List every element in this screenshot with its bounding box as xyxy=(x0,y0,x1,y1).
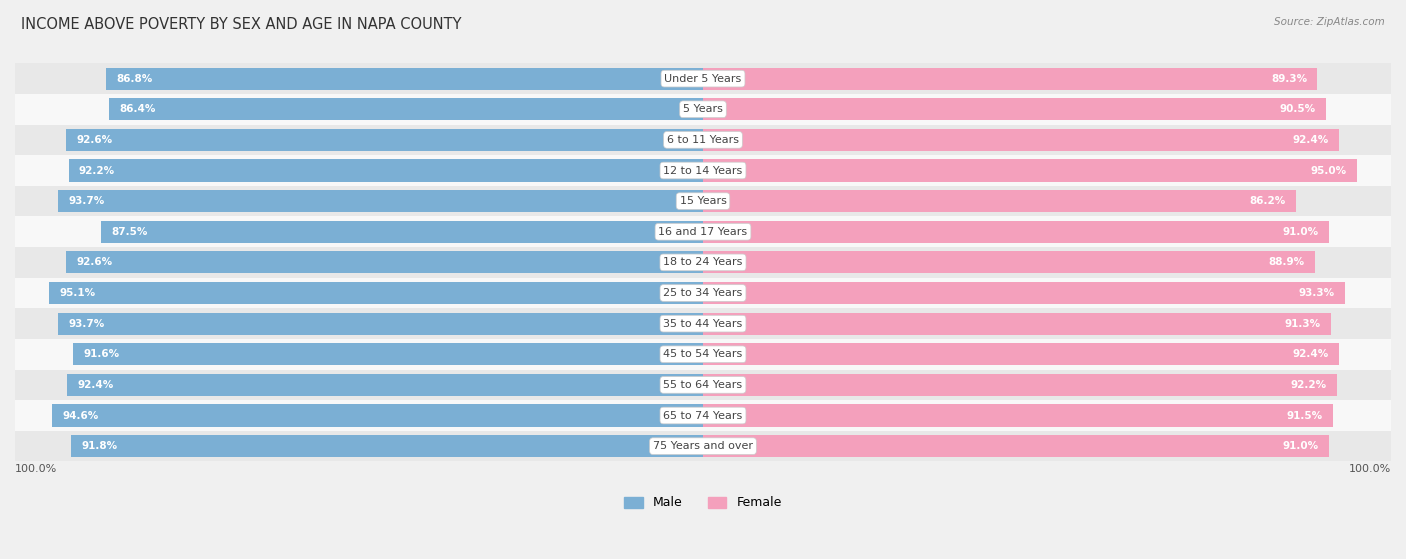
Text: 91.5%: 91.5% xyxy=(1286,410,1322,420)
Text: 25 to 34 Years: 25 to 34 Years xyxy=(664,288,742,298)
Bar xyxy=(15,339,1391,369)
Text: 91.8%: 91.8% xyxy=(82,441,118,451)
Legend: Male, Female: Male, Female xyxy=(619,491,787,514)
Text: 88.9%: 88.9% xyxy=(1268,257,1305,267)
Bar xyxy=(703,374,1337,396)
Bar xyxy=(15,155,1391,186)
Text: 91.3%: 91.3% xyxy=(1285,319,1320,329)
Text: 45 to 54 Years: 45 to 54 Years xyxy=(664,349,742,359)
Text: Source: ZipAtlas.com: Source: ZipAtlas.com xyxy=(1274,17,1385,27)
Text: 92.6%: 92.6% xyxy=(76,257,112,267)
Bar xyxy=(15,94,1391,125)
Text: 94.6%: 94.6% xyxy=(62,410,98,420)
Text: 75 Years and over: 75 Years and over xyxy=(652,441,754,451)
Bar xyxy=(52,405,703,427)
Bar xyxy=(703,312,1331,335)
Bar xyxy=(703,343,1339,365)
Bar xyxy=(15,247,1391,278)
Bar xyxy=(703,98,1326,120)
Bar xyxy=(58,312,703,335)
Bar xyxy=(105,68,703,89)
Text: 92.4%: 92.4% xyxy=(1292,349,1329,359)
Bar xyxy=(15,125,1391,155)
Text: 95.1%: 95.1% xyxy=(59,288,96,298)
Bar xyxy=(15,63,1391,94)
Text: 91.0%: 91.0% xyxy=(1282,441,1319,451)
Text: 86.2%: 86.2% xyxy=(1250,196,1285,206)
Bar xyxy=(703,159,1357,182)
Text: 5 Years: 5 Years xyxy=(683,105,723,114)
Text: 15 Years: 15 Years xyxy=(679,196,727,206)
Bar xyxy=(703,190,1296,212)
Bar xyxy=(703,221,1329,243)
Bar xyxy=(703,405,1333,427)
Bar xyxy=(15,186,1391,216)
Text: 91.0%: 91.0% xyxy=(1282,227,1319,237)
Bar xyxy=(67,374,703,396)
Text: 92.4%: 92.4% xyxy=(77,380,114,390)
Bar xyxy=(15,431,1391,462)
Bar xyxy=(66,252,703,273)
Bar xyxy=(58,190,703,212)
Text: 89.3%: 89.3% xyxy=(1271,74,1308,84)
Bar xyxy=(15,309,1391,339)
Text: 92.6%: 92.6% xyxy=(76,135,112,145)
Text: 65 to 74 Years: 65 to 74 Years xyxy=(664,410,742,420)
Text: 16 and 17 Years: 16 and 17 Years xyxy=(658,227,748,237)
Bar xyxy=(66,129,703,151)
Bar xyxy=(15,216,1391,247)
Bar xyxy=(703,282,1346,304)
Text: 95.0%: 95.0% xyxy=(1310,165,1347,176)
Bar xyxy=(15,400,1391,431)
Bar xyxy=(101,221,703,243)
Bar xyxy=(49,282,703,304)
Text: 87.5%: 87.5% xyxy=(111,227,148,237)
Bar xyxy=(73,343,703,365)
Text: 55 to 64 Years: 55 to 64 Years xyxy=(664,380,742,390)
Bar xyxy=(69,159,703,182)
Text: 86.4%: 86.4% xyxy=(120,105,155,114)
Text: 93.7%: 93.7% xyxy=(69,319,105,329)
Bar xyxy=(108,98,703,120)
Bar xyxy=(703,435,1329,457)
Text: 91.6%: 91.6% xyxy=(83,349,120,359)
Text: 92.2%: 92.2% xyxy=(1291,380,1327,390)
Bar xyxy=(72,435,703,457)
Text: 35 to 44 Years: 35 to 44 Years xyxy=(664,319,742,329)
Bar xyxy=(15,369,1391,400)
Text: 12 to 14 Years: 12 to 14 Years xyxy=(664,165,742,176)
Text: 86.8%: 86.8% xyxy=(117,74,152,84)
Bar xyxy=(15,278,1391,309)
Text: 92.4%: 92.4% xyxy=(1292,135,1329,145)
Text: 93.7%: 93.7% xyxy=(69,196,105,206)
Text: 100.0%: 100.0% xyxy=(15,464,58,474)
Bar xyxy=(703,68,1317,89)
Text: Under 5 Years: Under 5 Years xyxy=(665,74,741,84)
Text: INCOME ABOVE POVERTY BY SEX AND AGE IN NAPA COUNTY: INCOME ABOVE POVERTY BY SEX AND AGE IN N… xyxy=(21,17,461,32)
Bar xyxy=(703,129,1339,151)
Text: 18 to 24 Years: 18 to 24 Years xyxy=(664,257,742,267)
Bar xyxy=(703,252,1315,273)
Text: 6 to 11 Years: 6 to 11 Years xyxy=(666,135,740,145)
Text: 100.0%: 100.0% xyxy=(1348,464,1391,474)
Text: 93.3%: 93.3% xyxy=(1299,288,1334,298)
Text: 90.5%: 90.5% xyxy=(1279,105,1316,114)
Text: 92.2%: 92.2% xyxy=(79,165,115,176)
